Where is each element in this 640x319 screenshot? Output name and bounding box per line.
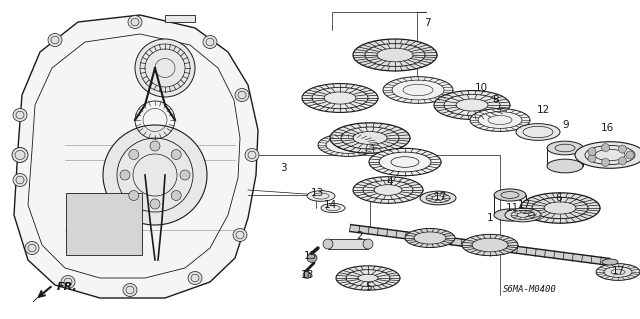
Ellipse shape [353, 177, 423, 203]
Polygon shape [165, 15, 195, 22]
Ellipse shape [602, 259, 618, 265]
Ellipse shape [330, 123, 410, 153]
Ellipse shape [363, 239, 373, 249]
Ellipse shape [369, 148, 441, 176]
Ellipse shape [245, 149, 259, 161]
Ellipse shape [129, 190, 139, 201]
Text: 1: 1 [486, 213, 493, 223]
Ellipse shape [588, 148, 596, 156]
Ellipse shape [626, 151, 634, 159]
Ellipse shape [575, 142, 640, 168]
Ellipse shape [596, 263, 640, 280]
Ellipse shape [150, 199, 160, 209]
Ellipse shape [48, 33, 62, 47]
Text: 17: 17 [611, 266, 625, 276]
Ellipse shape [25, 241, 39, 255]
Ellipse shape [494, 189, 526, 201]
Ellipse shape [13, 108, 27, 122]
Ellipse shape [602, 159, 609, 167]
Text: 9: 9 [563, 120, 570, 130]
Ellipse shape [618, 157, 627, 165]
Text: 17: 17 [517, 200, 531, 210]
Ellipse shape [353, 39, 437, 71]
Ellipse shape [420, 191, 456, 205]
Ellipse shape [470, 108, 530, 131]
Ellipse shape [203, 35, 217, 48]
Text: 17: 17 [433, 192, 447, 202]
Ellipse shape [303, 271, 311, 278]
Ellipse shape [323, 239, 333, 249]
Ellipse shape [383, 77, 453, 103]
Ellipse shape [547, 159, 583, 173]
Ellipse shape [13, 174, 27, 187]
Ellipse shape [494, 209, 526, 221]
Text: FR.: FR. [57, 282, 77, 292]
FancyBboxPatch shape [328, 239, 368, 249]
Ellipse shape [235, 88, 249, 101]
Ellipse shape [135, 39, 195, 97]
Ellipse shape [307, 254, 317, 263]
Text: 10: 10 [474, 83, 488, 93]
Ellipse shape [129, 150, 139, 160]
FancyBboxPatch shape [66, 193, 142, 255]
Ellipse shape [123, 284, 137, 296]
Ellipse shape [188, 271, 202, 285]
Text: 2: 2 [356, 231, 364, 241]
Text: 7: 7 [424, 18, 430, 28]
Ellipse shape [336, 266, 400, 290]
Ellipse shape [434, 91, 510, 119]
Text: S6MA-M0400: S6MA-M0400 [503, 286, 557, 294]
Ellipse shape [405, 228, 455, 248]
Ellipse shape [462, 234, 518, 256]
Ellipse shape [103, 125, 207, 225]
Text: 4: 4 [387, 177, 394, 187]
Ellipse shape [120, 170, 130, 180]
Ellipse shape [321, 204, 345, 212]
Ellipse shape [172, 190, 181, 201]
Ellipse shape [180, 170, 190, 180]
Ellipse shape [61, 276, 75, 288]
Ellipse shape [505, 208, 541, 222]
Ellipse shape [547, 141, 583, 155]
Text: 5: 5 [365, 282, 372, 292]
Text: 18: 18 [300, 270, 314, 280]
Polygon shape [33, 292, 43, 302]
Ellipse shape [128, 16, 142, 28]
Ellipse shape [12, 147, 28, 162]
Ellipse shape [318, 134, 378, 156]
Text: 16: 16 [600, 123, 614, 133]
Ellipse shape [602, 144, 609, 152]
Ellipse shape [516, 124, 560, 140]
Text: 6: 6 [556, 193, 563, 203]
Text: 12: 12 [536, 105, 550, 115]
Text: 11: 11 [506, 203, 518, 213]
Ellipse shape [150, 141, 160, 151]
Text: 3: 3 [280, 163, 286, 173]
Text: 14: 14 [323, 200, 337, 210]
Ellipse shape [618, 145, 627, 153]
Ellipse shape [172, 150, 181, 160]
Text: 8: 8 [493, 95, 499, 105]
Ellipse shape [302, 84, 378, 112]
Ellipse shape [307, 191, 335, 201]
Text: 13: 13 [310, 188, 324, 198]
Text: 15: 15 [303, 251, 317, 261]
Ellipse shape [520, 193, 600, 223]
Ellipse shape [588, 154, 596, 162]
Polygon shape [14, 15, 258, 298]
Ellipse shape [233, 228, 247, 241]
